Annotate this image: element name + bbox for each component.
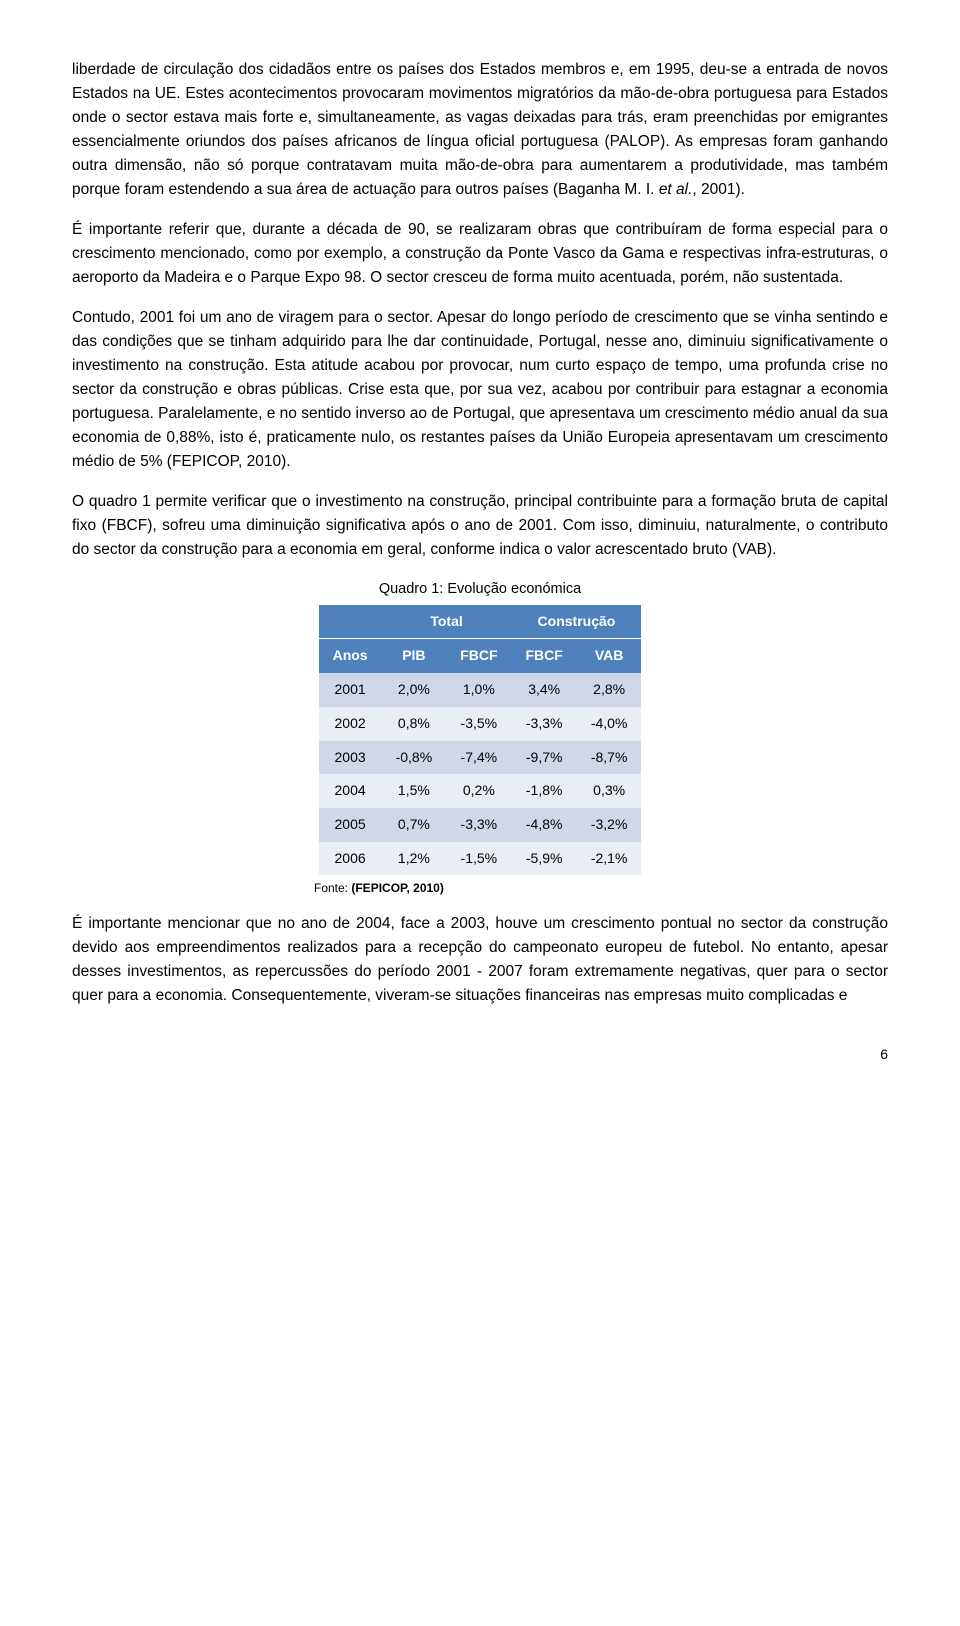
source-bold: (FEPICOP, 2010) bbox=[351, 881, 443, 895]
table-cell: 0,2% bbox=[446, 774, 511, 808]
table-cell: 0,7% bbox=[382, 808, 447, 842]
table-cell: 2003 bbox=[319, 741, 382, 775]
table-cell: 2005 bbox=[319, 808, 382, 842]
table-body: 2001 2,0% 1,0% 3,4% 2,8% 2002 0,8% -3,5%… bbox=[319, 673, 642, 875]
data-table-wrapper: Quadro 1: Evolução económica Total Const… bbox=[72, 578, 888, 898]
table-cell: 2006 bbox=[319, 842, 382, 876]
table-cell: -5,9% bbox=[512, 842, 577, 876]
table-cell: 1,5% bbox=[382, 774, 447, 808]
table-cell: -4,0% bbox=[577, 707, 642, 741]
table-cell: 1,2% bbox=[382, 842, 447, 876]
table-cell: 2,8% bbox=[577, 673, 642, 707]
table-cell: 2001 bbox=[319, 673, 382, 707]
body-paragraph: É importante referir que, durante a déca… bbox=[72, 218, 888, 290]
table-header-cell: FBCF bbox=[446, 639, 511, 673]
table-cell: -4,8% bbox=[512, 808, 577, 842]
table-cell: -3,3% bbox=[446, 808, 511, 842]
table-cell: 1,0% bbox=[446, 673, 511, 707]
table-cell: -3,2% bbox=[577, 808, 642, 842]
table-row: 2001 2,0% 1,0% 3,4% 2,8% bbox=[319, 673, 642, 707]
table-cell: 0,8% bbox=[382, 707, 447, 741]
source-label: Fonte: bbox=[314, 881, 351, 895]
table-row: 2006 1,2% -1,5% -5,9% -2,1% bbox=[319, 842, 642, 876]
table-cell: 2002 bbox=[319, 707, 382, 741]
table-cell: -1,5% bbox=[446, 842, 511, 876]
paragraph-text: , 2001). bbox=[692, 181, 745, 198]
table-header-cell: Total bbox=[382, 605, 512, 639]
table-cell: -0,8% bbox=[382, 741, 447, 775]
economic-evolution-table: Total Construção Anos PIB FBCF FBCF VAB … bbox=[319, 605, 642, 876]
table-cell: 3,4% bbox=[512, 673, 577, 707]
table-header-cell: FBCF bbox=[512, 639, 577, 673]
page-number: 6 bbox=[72, 1044, 888, 1066]
table-cell: 2,0% bbox=[382, 673, 447, 707]
table-cell: -8,7% bbox=[577, 741, 642, 775]
table-header-cell: VAB bbox=[577, 639, 642, 673]
table-cell: 0,3% bbox=[577, 774, 642, 808]
table-header-row: Anos PIB FBCF FBCF VAB bbox=[319, 639, 642, 673]
table-cell: -3,3% bbox=[512, 707, 577, 741]
table-source: Fonte: (FEPICOP, 2010) bbox=[314, 879, 444, 898]
table-row: 2004 1,5% 0,2% -1,8% 0,3% bbox=[319, 774, 642, 808]
table-header-cell bbox=[319, 605, 382, 639]
table-header-cell: Construção bbox=[512, 605, 642, 639]
table-row: 2003 -0,8% -7,4% -9,7% -8,7% bbox=[319, 741, 642, 775]
table-row: 2005 0,7% -3,3% -4,8% -3,2% bbox=[319, 808, 642, 842]
table-group-header-row: Total Construção bbox=[319, 605, 642, 639]
table-caption: Quadro 1: Evolução económica bbox=[379, 578, 581, 600]
table-header-cell: PIB bbox=[382, 639, 447, 673]
body-paragraph: Contudo, 2001 foi um ano de viragem para… bbox=[72, 306, 888, 474]
table-cell: -3,5% bbox=[446, 707, 511, 741]
table-cell: -7,4% bbox=[446, 741, 511, 775]
italic-text: et al. bbox=[659, 181, 693, 198]
table-header-cell: Anos bbox=[319, 639, 382, 673]
table-row: 2002 0,8% -3,5% -3,3% -4,0% bbox=[319, 707, 642, 741]
table-cell: -1,8% bbox=[512, 774, 577, 808]
body-paragraph: O quadro 1 permite verificar que o inves… bbox=[72, 490, 888, 562]
table-cell: 2004 bbox=[319, 774, 382, 808]
body-paragraph: liberdade de circulação dos cidadãos ent… bbox=[72, 58, 888, 202]
body-paragraph: É importante mencionar que no ano de 200… bbox=[72, 912, 888, 1008]
paragraph-text: liberdade de circulação dos cidadãos ent… bbox=[72, 61, 888, 198]
table-cell: -9,7% bbox=[512, 741, 577, 775]
table-cell: -2,1% bbox=[577, 842, 642, 876]
